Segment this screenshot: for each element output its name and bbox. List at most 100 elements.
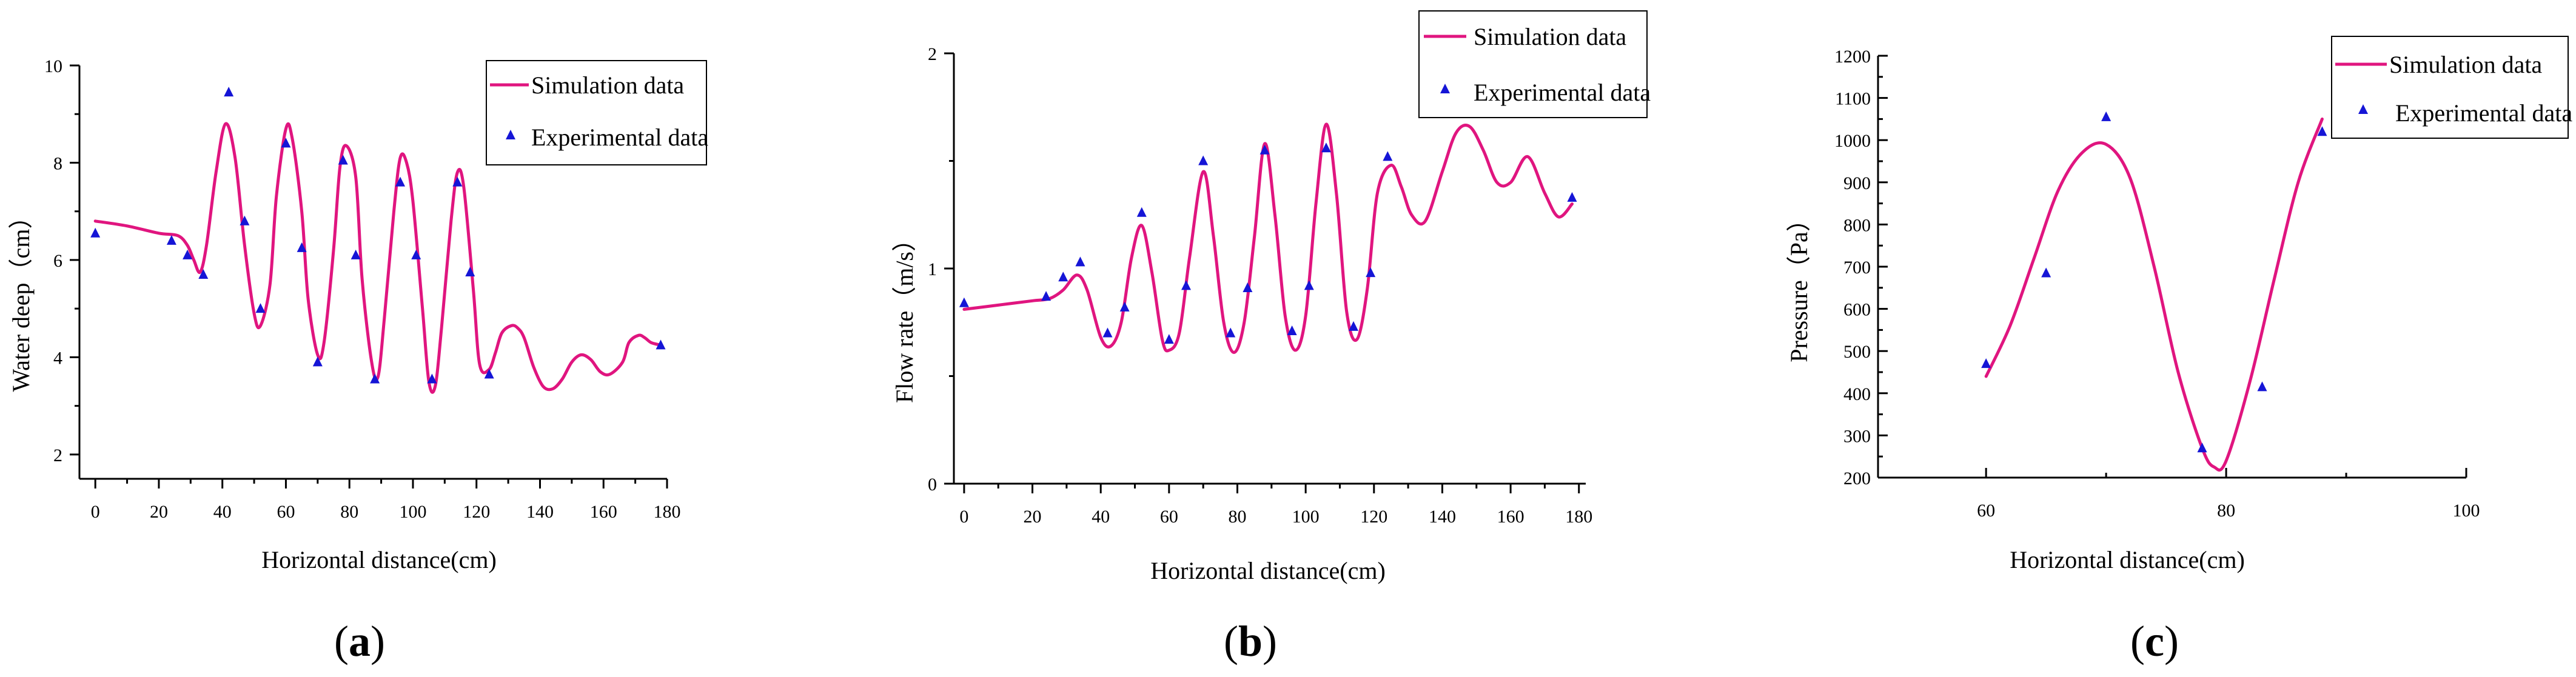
chart-b-y-tick-label: 1 xyxy=(928,259,937,279)
chart-a-simulation-line xyxy=(93,122,662,394)
chart-b-x-tick-label: 100 xyxy=(1292,507,1320,527)
chart-b-experimental-point xyxy=(1287,325,1297,335)
chart-b-experimental-point xyxy=(1198,155,1209,165)
chart-c-y-axis-title: Pressure（Pa） xyxy=(1785,207,1813,362)
chart-c-panel-letter: c xyxy=(2145,617,2164,665)
chart-a-x-tick-label: 0 xyxy=(91,502,100,522)
chart-c-y-tick-label: 500 xyxy=(1843,342,1871,362)
chart-b-experimental-series xyxy=(959,142,1577,344)
chart-a-y-tick-label: 2 xyxy=(53,445,62,465)
chart-b-experimental-point xyxy=(1259,144,1270,155)
chart-a-experimental-point xyxy=(166,235,176,245)
chart-b-experimental-point xyxy=(1041,291,1052,301)
chart-a-experimental-point xyxy=(183,249,193,259)
chart-b-experimental-point xyxy=(1304,280,1314,290)
chart-c-y-tick-label: 400 xyxy=(1843,384,1871,404)
chart-a-x-axis-title: Horizontal distance(cm) xyxy=(261,546,497,573)
chart-c-y-tick-label: 200 xyxy=(1843,469,1871,489)
chart-b-experimental-point xyxy=(1119,301,1130,312)
chart-c-y-tick-label: 1100 xyxy=(1835,89,1871,109)
chart-b-experimental-point xyxy=(959,297,969,307)
chart-b-experimental-point xyxy=(1226,327,1236,338)
chart-c-experimental-point xyxy=(2101,111,2111,121)
chart-b-x-tick-label: 140 xyxy=(1429,507,1456,527)
chart-c-y-tick-label: 900 xyxy=(1843,173,1871,193)
chart-b-x-tick-label: 40 xyxy=(1092,507,1110,527)
chart-a-x-tick-label: 160 xyxy=(590,502,617,522)
chart-b-experimental-point xyxy=(1567,192,1577,202)
chart-a-x-tick-label: 80 xyxy=(340,502,358,522)
chart-b-x-tick-label: 120 xyxy=(1360,507,1387,527)
chart-b-axes: 0 20 40 60 80 100 120 140 160 180 0 1 2 xyxy=(928,44,1592,527)
chart-c-experimental-point xyxy=(1981,358,1991,369)
chart-a-y-tick-label: 4 xyxy=(53,348,62,368)
chart-b-experimental-point xyxy=(1181,280,1192,290)
chart-a-experimental-point xyxy=(395,176,406,187)
chart-a-experimental-point xyxy=(370,373,380,384)
chart-a-axes: 0 20 40 60 80 100 120 140 160 180 2 4 6 8 10 xyxy=(44,56,681,522)
chart-c-legend-experimental-marker xyxy=(2358,104,2368,114)
chart-b-simulation-line xyxy=(962,122,1574,354)
chart-a-x-tick-label: 180 xyxy=(654,502,681,522)
chart-a-experimental-point xyxy=(452,176,463,187)
chart-a-x-tick-label: 40 xyxy=(213,502,232,522)
chart-a-simulation-series xyxy=(93,122,662,394)
chart-c-experimental-point xyxy=(2041,267,2051,278)
chart-a-experimental-point xyxy=(351,249,361,259)
chart-c-y-tick-label: 1200 xyxy=(1834,47,1871,67)
chart-b-experimental-point xyxy=(1075,256,1085,267)
chart-a-y-tick-label: 6 xyxy=(53,251,62,271)
chart-a-panel-letter: a xyxy=(349,617,371,665)
chart-b-experimental-point xyxy=(1243,282,1253,292)
chart-c-experimental-point xyxy=(2197,442,2207,453)
chart-a-experimental-point xyxy=(656,339,666,350)
chart-panel-c: 60 80 100 200 300 400 500 600 700 800 900 1000 1100 1… xyxy=(1785,36,2572,665)
chart-a-experimental-point xyxy=(281,138,291,148)
chart-b-panel-letter: b xyxy=(1238,617,1263,665)
chart-a-panel-label: (a) xyxy=(334,617,385,665)
chart-c-y-tick-label: 700 xyxy=(1843,258,1871,278)
chart-a-x-tick-label: 120 xyxy=(463,502,490,522)
chart-c-x-tick-label: 60 xyxy=(1977,501,1995,521)
chart-b-panel-label: (b) xyxy=(1224,617,1277,665)
chart-b-y-axis-title: Flow rate（m/s） xyxy=(891,227,918,403)
chart-b-experimental-point xyxy=(1102,327,1113,338)
chart-b-simulation-series xyxy=(962,122,1574,354)
chart-a-experimental-point xyxy=(90,227,101,238)
chart-c-x-axis-title: Horizontal distance(cm) xyxy=(2010,546,2245,573)
chart-a-legend: Simulation data Experimental data xyxy=(486,60,708,165)
chart-a-y-tick-label: 8 xyxy=(53,153,62,173)
chart-c-experimental-point xyxy=(2317,126,2327,136)
chart-b-legend-experimental-label: Experimental data xyxy=(1474,79,1651,106)
chart-c-panel-label: (c) xyxy=(2130,617,2179,665)
chart-a-legend-simulation-label: Simulation data xyxy=(531,72,684,99)
chart-a-y-tick-label: 10 xyxy=(44,56,62,76)
chart-b-experimental-point xyxy=(1348,321,1358,331)
chart-c-legend-experimental-label: Experimental data xyxy=(2395,99,2572,127)
chart-a-experimental-point xyxy=(312,356,323,367)
chart-b-experimental-point xyxy=(1058,272,1068,282)
chart-b-x-axis-title: Horizontal distance(cm) xyxy=(1150,557,1386,584)
chart-a-experimental-series xyxy=(90,87,666,384)
chart-panel-a: 0 20 40 60 80 100 120 140 160 180 2 4 6 8 10 Horizonta… xyxy=(7,56,708,665)
chart-b-experimental-point xyxy=(1136,207,1147,217)
chart-b-legend-simulation-label: Simulation data xyxy=(1474,23,1626,50)
chart-b-x-tick-label: 160 xyxy=(1497,507,1524,527)
chart-b-experimental-point xyxy=(1321,142,1331,153)
chart-a-experimental-point xyxy=(297,242,307,252)
chart-c-y-tick-label: 300 xyxy=(1843,426,1871,446)
chart-b-experimental-point xyxy=(1164,334,1174,344)
chart-b-legend: Simulation data Experimental data xyxy=(1418,10,1651,118)
chart-a-experimental-point xyxy=(411,249,421,259)
chart-b-y-tick-label: 2 xyxy=(928,44,937,64)
chart-c-legend-box xyxy=(2331,36,2569,139)
chart-b-experimental-point xyxy=(1366,267,1376,278)
chart-c-y-tick-label: 1000 xyxy=(1834,131,1871,151)
chart-c-y-tick-label: 800 xyxy=(1843,215,1871,235)
chart-c-experimental-point xyxy=(2257,381,2267,392)
chart-a-experimental-point xyxy=(465,267,475,276)
chart-a-legend-box xyxy=(486,60,707,165)
chart-b-experimental-point xyxy=(1383,151,1393,161)
chart-a-y-axis-title: Water deep（cm） xyxy=(7,205,35,392)
